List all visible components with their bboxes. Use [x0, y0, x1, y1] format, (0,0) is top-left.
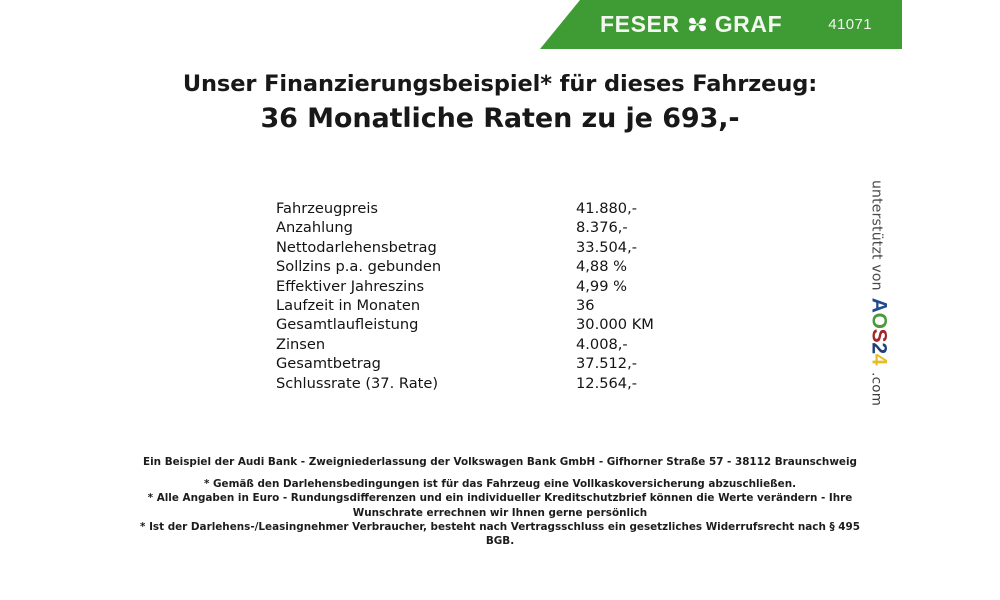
row-label: Gesamtlaufleistung — [276, 316, 419, 334]
row-label: Gesamtbetrag — [276, 355, 381, 373]
vehicle-reference-number: 41071 — [828, 16, 872, 33]
header-banner: FESER GRAF 41071 — [540, 0, 902, 49]
row-value: 4,99 % — [576, 277, 627, 295]
disclaimer-currency-rounding: * Alle Angaben in Euro - Rundungsdiffere… — [147, 492, 853, 519]
aos24-logo: AOS24 — [867, 297, 891, 365]
row-label: Nettodarlehensbetrag — [276, 238, 437, 256]
row-value: 41.880,- — [576, 200, 637, 217]
supported-by-label: unterstützt von — [868, 179, 885, 291]
table-row: Zinsen 4.008,- — [276, 335, 696, 354]
table-row: Nettodarlehensbetrag 33.504,- — [276, 238, 696, 257]
disclaimer-insurance: * Gemäß den Darlehensbedingungen ist für… — [203, 478, 797, 491]
row-label: Schlussrate (37. Rate) — [276, 374, 439, 392]
brand-logo: FESER GRAF — [600, 13, 782, 36]
row-value: 4,88 % — [576, 258, 627, 276]
page-title-block: Unser Finanzierungsbeispiel* für dieses … — [0, 70, 1000, 136]
row-value: 8.376,- — [576, 219, 628, 237]
table-row: Schlussrate (37. Rate) 12.564,- — [276, 374, 696, 393]
row-value: 12.564,- — [576, 374, 637, 392]
row-value: 4.008,- — [576, 335, 628, 353]
page-title: Unser Finanzierungsbeispiel* für dieses … — [182, 71, 818, 97]
disclaimer-withdrawal-right: * Ist der Darlehens-/Leasingnehmer Verbr… — [140, 520, 860, 548]
row-value: 30.000 KM — [576, 316, 654, 334]
aos24-letter-o: O — [867, 312, 891, 329]
row-label: Sollzins p.a. gebunden — [276, 258, 442, 276]
disclaimer-bank-info: Ein Beispiel der Audi Bank - Zweignieder… — [143, 456, 857, 468]
brand-name-graf: GRAF — [714, 11, 783, 37]
table-row: Laufzeit in Monaten 36 — [276, 296, 696, 315]
aos24-digit-4: 4 — [867, 353, 891, 365]
aos24-letter-s: S — [867, 328, 891, 342]
brand-name-feser: FESER — [600, 11, 680, 37]
supported-by-strip: unterstützt von AOS24 .com — [856, 170, 902, 415]
table-row: Effektiver Jahreszins 4,99 % — [276, 277, 696, 296]
aos24-digit-2: 2 — [867, 341, 891, 354]
table-row: Gesamtbetrag 37.512,- — [276, 354, 696, 373]
aos24-domain-suffix: .com — [868, 371, 885, 406]
table-row: Fahrzeugpreis 41.880,- — [276, 199, 696, 218]
row-label: Anzahlung — [276, 219, 353, 237]
row-label: Laufzeit in Monaten — [276, 296, 421, 314]
four-leaf-clover-icon — [687, 14, 708, 35]
row-value: 33.504,- — [576, 238, 637, 256]
footer-disclaimers: Ein Beispiel der Audi Bank - Zweignieder… — [0, 455, 1000, 548]
aos24-letter-a: A — [867, 297, 891, 313]
row-label: Zinsen — [276, 335, 326, 353]
row-label: Fahrzeugpreis — [276, 200, 378, 217]
table-row: Gesamtlaufleistung 30.000 KM — [276, 315, 696, 334]
row-value: 36 — [576, 296, 595, 314]
row-label: Effektiver Jahreszins — [276, 277, 425, 295]
finance-details-table: Fahrzeugpreis 41.880,- Anzahlung 8.376,-… — [276, 199, 696, 393]
table-row: Anzahlung 8.376,- — [276, 218, 696, 237]
table-row: Sollzins p.a. gebunden 4,88 % — [276, 257, 696, 276]
page-subtitle-rate: 36 Monatliche Raten zu je 693,- — [260, 103, 740, 135]
row-value: 37.512,- — [576, 355, 637, 373]
